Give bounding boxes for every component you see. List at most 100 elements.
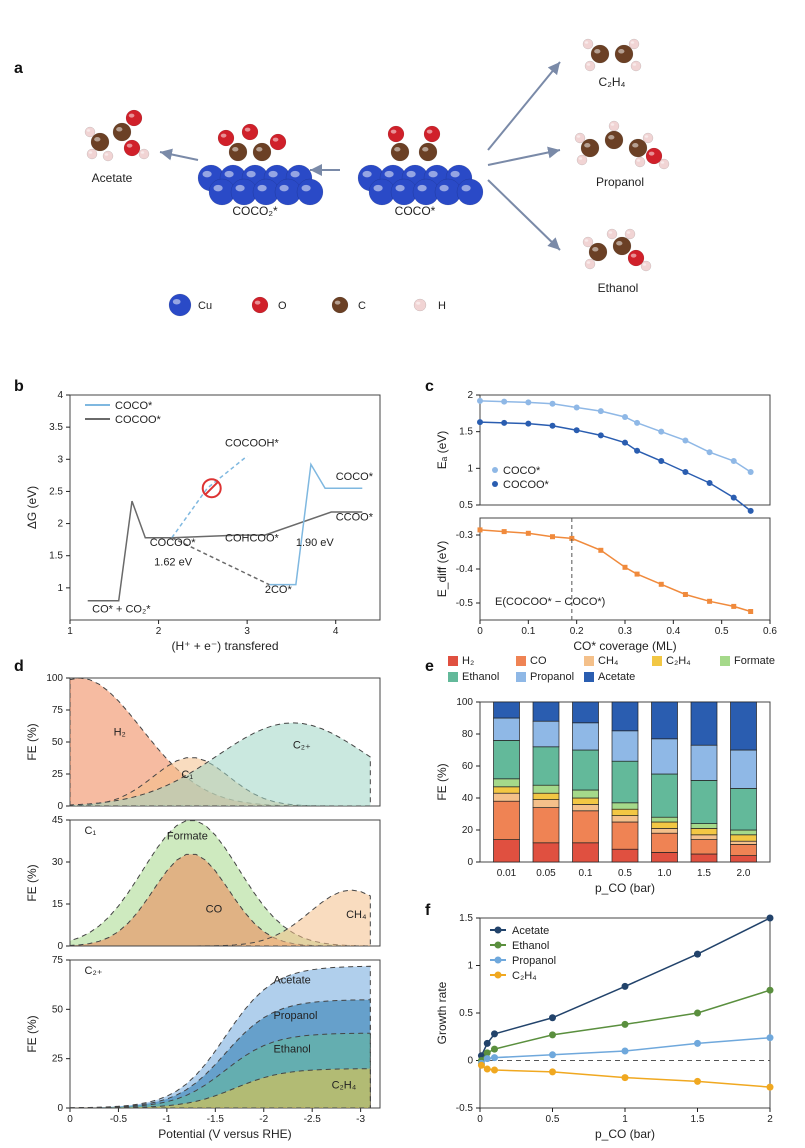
svg-text:2: 2 bbox=[57, 519, 63, 530]
svg-text:C₂H₄: C₂H₄ bbox=[332, 1079, 357, 1091]
svg-text:0.5: 0.5 bbox=[715, 626, 729, 637]
svg-text:-0.4: -0.4 bbox=[456, 564, 474, 575]
svg-text:Acetate: Acetate bbox=[512, 925, 549, 937]
svg-text:Ethanol: Ethanol bbox=[273, 1044, 310, 1056]
svg-text:FE (%): FE (%) bbox=[25, 723, 39, 760]
svg-text:0: 0 bbox=[57, 1103, 63, 1114]
svg-text:Acetate: Acetate bbox=[598, 671, 635, 683]
svg-text:COCO*: COCO* bbox=[115, 400, 153, 412]
svg-text:H₂: H₂ bbox=[462, 655, 474, 667]
svg-text:Potential (V versus RHE): Potential (V versus RHE) bbox=[158, 1127, 291, 1141]
svg-text:-2: -2 bbox=[259, 1114, 268, 1125]
svg-text:COHCOO*: COHCOO* bbox=[225, 533, 280, 545]
svg-text:75: 75 bbox=[52, 955, 64, 966]
svg-text:COCO₂*: COCO₂* bbox=[232, 204, 278, 218]
svg-text:Growth rate: Growth rate bbox=[435, 981, 449, 1044]
panel-label-e: e bbox=[425, 658, 434, 676]
svg-text:4: 4 bbox=[333, 626, 339, 637]
svg-text:C₂H₄: C₂H₄ bbox=[666, 655, 691, 667]
svg-text:0.1: 0.1 bbox=[579, 868, 593, 879]
svg-text:75: 75 bbox=[52, 705, 64, 716]
svg-text:0: 0 bbox=[57, 941, 63, 952]
svg-text:0: 0 bbox=[467, 1056, 473, 1067]
svg-text:40: 40 bbox=[462, 793, 474, 804]
svg-text:Ethanol: Ethanol bbox=[598, 281, 639, 295]
svg-text:0.01: 0.01 bbox=[497, 868, 517, 879]
svg-text:25: 25 bbox=[52, 1054, 64, 1065]
svg-text:C₂H₄: C₂H₄ bbox=[599, 75, 626, 89]
svg-text:C₂₊: C₂₊ bbox=[85, 965, 103, 977]
svg-text:50: 50 bbox=[52, 1004, 64, 1015]
svg-text:H₂: H₂ bbox=[114, 727, 126, 739]
svg-text:0.05: 0.05 bbox=[536, 868, 556, 879]
svg-text:20: 20 bbox=[462, 825, 474, 836]
svg-text:-0.5: -0.5 bbox=[110, 1114, 128, 1125]
svg-text:E(COCOO* − COCO*): E(COCOO* − COCO*) bbox=[495, 596, 605, 608]
svg-text:4: 4 bbox=[57, 390, 63, 401]
svg-text:3.5: 3.5 bbox=[49, 422, 63, 433]
svg-text:15: 15 bbox=[52, 899, 64, 910]
svg-text:0.2: 0.2 bbox=[570, 626, 584, 637]
svg-text:C: C bbox=[358, 300, 366, 312]
svg-text:-0.5: -0.5 bbox=[456, 1103, 474, 1114]
svg-text:-0.5: -0.5 bbox=[456, 598, 474, 609]
svg-text:FE (%): FE (%) bbox=[25, 1015, 39, 1052]
panel-label-c: c bbox=[425, 378, 434, 396]
svg-text:(H⁺ + e⁻) transfered: (H⁺ + e⁻) transfered bbox=[171, 639, 278, 653]
svg-text:CO: CO bbox=[530, 655, 547, 667]
svg-text:CO* coverage (ML): CO* coverage (ML) bbox=[573, 639, 676, 653]
svg-text:1.5: 1.5 bbox=[49, 551, 63, 562]
panel-label-d: d bbox=[14, 658, 24, 676]
svg-text:C₁: C₁ bbox=[85, 825, 97, 837]
figure-svg: COCO₂*COCO*AcetateC₂H₄PropanolEthanolCuO… bbox=[0, 0, 805, 1143]
svg-text:FE (%): FE (%) bbox=[25, 864, 39, 901]
svg-text:Acetate: Acetate bbox=[273, 975, 310, 987]
svg-text:2.0: 2.0 bbox=[737, 868, 751, 879]
svg-text:C₂H₄: C₂H₄ bbox=[512, 970, 537, 982]
svg-text:Formate: Formate bbox=[734, 655, 775, 667]
svg-text:CCOO*: CCOO* bbox=[336, 511, 374, 523]
svg-text:25: 25 bbox=[52, 769, 64, 780]
svg-text:0: 0 bbox=[57, 801, 63, 812]
svg-text:CO* + CO₂*: CO* + CO₂* bbox=[92, 603, 151, 615]
svg-text:1.5: 1.5 bbox=[459, 427, 473, 438]
svg-text:0.3: 0.3 bbox=[618, 626, 632, 637]
svg-text:3: 3 bbox=[57, 454, 63, 465]
svg-text:1.5: 1.5 bbox=[691, 1114, 705, 1125]
svg-text:Propanol: Propanol bbox=[273, 1010, 317, 1022]
svg-text:Eₐ (eV): Eₐ (eV) bbox=[435, 431, 449, 469]
svg-text:Propanol: Propanol bbox=[530, 671, 574, 683]
svg-text:CH₄: CH₄ bbox=[346, 909, 367, 921]
svg-text:45: 45 bbox=[52, 815, 64, 826]
svg-text:C₁: C₁ bbox=[181, 769, 193, 781]
svg-text:1.90 eV: 1.90 eV bbox=[296, 537, 335, 549]
svg-text:1.62 eV: 1.62 eV bbox=[154, 556, 193, 568]
svg-text:1.5: 1.5 bbox=[459, 913, 473, 924]
svg-text:Acetate: Acetate bbox=[92, 171, 133, 185]
svg-text:0: 0 bbox=[67, 1114, 73, 1125]
svg-text:COCO*: COCO* bbox=[395, 204, 436, 218]
panel-a-scheme: COCO₂*COCO*AcetateC₂H₄PropanolEthanolCuO… bbox=[85, 39, 669, 316]
svg-text:COCO*: COCO* bbox=[503, 465, 541, 477]
svg-text:0.5: 0.5 bbox=[459, 500, 473, 511]
panel-e-legend: H₂COCH₄C₂H₄FormateEthanolPropanolAcetate bbox=[448, 655, 775, 683]
svg-text:FE (%): FE (%) bbox=[435, 763, 449, 800]
panel-label-f: f bbox=[425, 902, 430, 920]
svg-text:C₂₊: C₂₊ bbox=[293, 739, 311, 751]
svg-text:1: 1 bbox=[57, 583, 63, 594]
svg-text:O: O bbox=[278, 300, 287, 312]
svg-text:0.6: 0.6 bbox=[763, 626, 777, 637]
svg-text:H: H bbox=[438, 300, 446, 312]
svg-text:ΔG (eV): ΔG (eV) bbox=[25, 486, 39, 529]
svg-text:COCOOH*: COCOOH* bbox=[225, 437, 280, 449]
svg-text:Ethanol: Ethanol bbox=[512, 940, 549, 952]
svg-text:0.1: 0.1 bbox=[521, 626, 535, 637]
svg-text:1: 1 bbox=[467, 463, 473, 474]
svg-text:1.0: 1.0 bbox=[658, 868, 672, 879]
svg-text:2: 2 bbox=[467, 390, 473, 401]
svg-text:100: 100 bbox=[456, 697, 473, 708]
svg-text:0.5: 0.5 bbox=[618, 868, 632, 879]
svg-text:CH₄: CH₄ bbox=[598, 655, 619, 667]
svg-text:Propanol: Propanol bbox=[596, 175, 644, 189]
panel-label-b: b bbox=[14, 378, 24, 396]
